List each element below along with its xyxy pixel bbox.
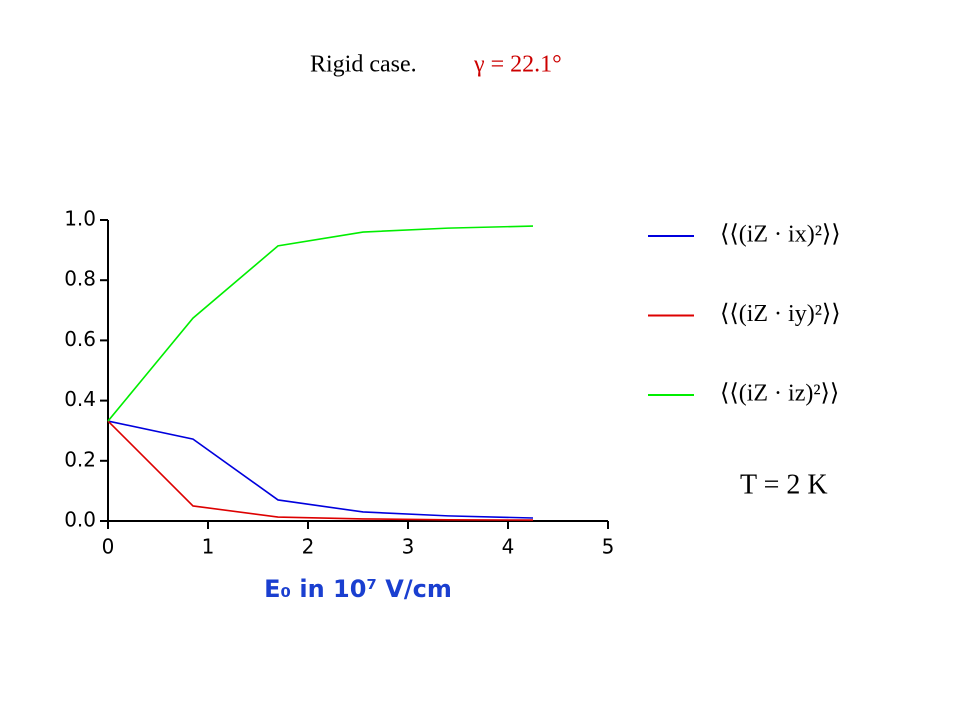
series-line — [107, 420, 534, 521]
annotation: T = 2 K — [740, 469, 828, 500]
x-tick-label: 3 — [402, 535, 415, 559]
y-tick-label: 0.8 — [64, 267, 96, 291]
y-tick-label: 0.2 — [64, 447, 96, 471]
chart-title: Rigid case. — [310, 52, 417, 78]
legend-label: ⟨⟨(iZ · iy)²⟩⟩ — [720, 301, 841, 327]
chart-subtitle: γ = 22.1° — [473, 52, 562, 78]
x-tick-label: 5 — [602, 535, 615, 559]
y-tick-label: 0.4 — [64, 387, 96, 411]
legend-label: ⟨⟨(iZ · iz)²⟩⟩ — [720, 381, 839, 407]
legend-label: ⟨⟨(iZ · ix)²⟩⟩ — [720, 222, 841, 248]
series-line — [107, 420, 534, 519]
x-tick-label: 2 — [302, 535, 315, 559]
x-axis-label: E₀ in 10⁷ V/cm — [264, 575, 452, 603]
y-tick-label: 0.0 — [64, 508, 96, 532]
x-tick-label: 4 — [502, 535, 515, 559]
x-tick-label: 1 — [202, 535, 215, 559]
x-tick-label: 0 — [102, 535, 115, 559]
y-tick-label: 0.6 — [64, 327, 96, 351]
series-line — [107, 225, 534, 422]
y-tick-label: 1.0 — [64, 207, 96, 231]
